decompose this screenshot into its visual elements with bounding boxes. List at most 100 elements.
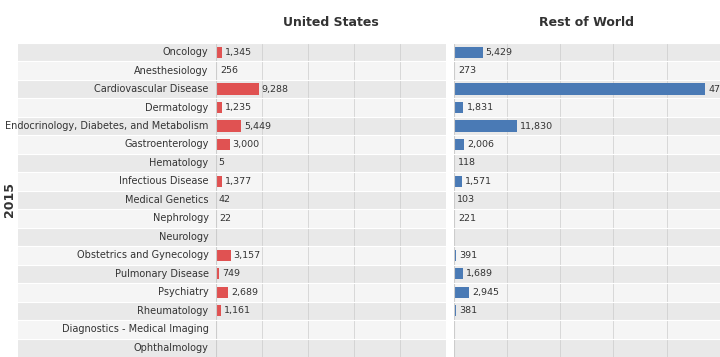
Text: 11,830: 11,830	[520, 121, 553, 131]
Bar	[454, 98, 720, 117]
Text: 5: 5	[219, 159, 225, 167]
Bar	[18, 283, 216, 302]
Bar	[18, 265, 216, 283]
Bar	[454, 338, 720, 357]
Text: Neurology: Neurology	[159, 232, 209, 242]
Bar	[216, 172, 446, 191]
Bar	[18, 209, 216, 228]
Bar	[18, 246, 216, 265]
Text: Obstetrics and Gynecology: Obstetrics and Gynecology	[77, 250, 209, 260]
Bar	[216, 209, 446, 228]
Text: Hematology: Hematology	[150, 158, 209, 168]
Bar	[216, 154, 446, 172]
Bar	[18, 154, 216, 172]
Text: 381: 381	[459, 306, 477, 315]
Bar	[216, 228, 446, 246]
Bar	[216, 43, 446, 61]
Bar	[454, 209, 720, 228]
Text: 103: 103	[457, 195, 475, 205]
Bar	[454, 61, 720, 80]
Text: Nephrology: Nephrology	[153, 213, 209, 223]
Text: 1,689: 1,689	[466, 269, 492, 278]
Bar	[216, 268, 220, 280]
Bar	[454, 46, 482, 57]
Text: Pulmonary Disease: Pulmonary Disease	[114, 269, 209, 279]
Bar	[216, 338, 446, 357]
Bar	[216, 246, 446, 265]
Bar	[216, 120, 241, 131]
Bar	[454, 84, 706, 95]
Text: 1,345: 1,345	[225, 47, 252, 56]
Bar	[454, 268, 462, 280]
Bar	[454, 80, 720, 98]
Bar	[216, 250, 230, 261]
Text: 3,157: 3,157	[233, 251, 261, 260]
Text: Cardiovascular Disease: Cardiovascular Disease	[94, 84, 209, 94]
Text: 5,449: 5,449	[244, 121, 271, 131]
Text: 42: 42	[219, 195, 231, 205]
Bar	[454, 154, 720, 172]
Bar	[18, 80, 216, 98]
Text: Endocrinology, Diabetes, and Metabolism: Endocrinology, Diabetes, and Metabolism	[5, 121, 209, 131]
Text: 2,945: 2,945	[472, 288, 500, 297]
Bar	[216, 287, 228, 298]
Bar	[454, 43, 720, 61]
Bar	[454, 265, 720, 283]
Text: Dermatology: Dermatology	[145, 102, 209, 112]
Bar	[216, 139, 230, 150]
Text: 256: 256	[220, 66, 238, 75]
Bar	[454, 250, 456, 261]
Text: 1,235: 1,235	[225, 103, 251, 112]
Bar	[454, 228, 720, 246]
Bar	[18, 191, 216, 209]
Text: 273: 273	[458, 66, 477, 75]
Text: 749: 749	[222, 269, 240, 278]
Text: 1,161: 1,161	[224, 306, 251, 315]
Bar	[454, 102, 464, 113]
Bar	[454, 176, 462, 187]
Bar	[18, 135, 216, 154]
Bar	[454, 117, 720, 135]
Bar	[216, 117, 446, 135]
Text: 3,000: 3,000	[233, 140, 260, 149]
Bar	[216, 135, 446, 154]
Text: Medical Genetics: Medical Genetics	[125, 195, 209, 205]
Bar	[18, 228, 216, 246]
Text: 47,245: 47,245	[708, 85, 720, 94]
Text: Psychiatry: Psychiatry	[158, 287, 209, 297]
Bar	[18, 320, 216, 338]
Bar	[454, 172, 720, 191]
Text: Rest of World: Rest of World	[539, 16, 634, 29]
Text: Ophthalmology: Ophthalmology	[134, 343, 209, 353]
Bar	[18, 302, 216, 320]
Bar	[18, 338, 216, 357]
Text: United States: United States	[284, 16, 379, 29]
Bar	[216, 191, 446, 209]
Bar	[454, 139, 464, 150]
Text: 1,831: 1,831	[467, 103, 494, 112]
Bar	[216, 61, 446, 80]
Bar	[18, 117, 216, 135]
Bar	[216, 80, 446, 98]
Text: Gastroenterology: Gastroenterology	[124, 140, 209, 150]
Bar	[216, 176, 222, 187]
Bar	[216, 84, 258, 95]
Bar	[454, 305, 456, 316]
Bar	[454, 213, 455, 224]
Text: 2015: 2015	[3, 182, 16, 217]
Text: 1,571: 1,571	[465, 177, 492, 186]
Text: 2,689: 2,689	[231, 288, 258, 297]
Text: 1,377: 1,377	[225, 177, 252, 186]
Text: Diagnostics - Medical Imaging: Diagnostics - Medical Imaging	[62, 324, 209, 334]
Text: Anesthesiology: Anesthesiology	[134, 66, 209, 76]
Bar	[454, 283, 720, 302]
Bar	[18, 43, 216, 61]
Text: 5,429: 5,429	[486, 47, 513, 56]
Text: 391: 391	[459, 251, 477, 260]
Text: 118: 118	[457, 159, 475, 167]
Bar	[454, 135, 720, 154]
Bar	[216, 302, 446, 320]
Bar	[454, 302, 720, 320]
Bar	[216, 102, 222, 113]
Bar	[454, 120, 517, 131]
